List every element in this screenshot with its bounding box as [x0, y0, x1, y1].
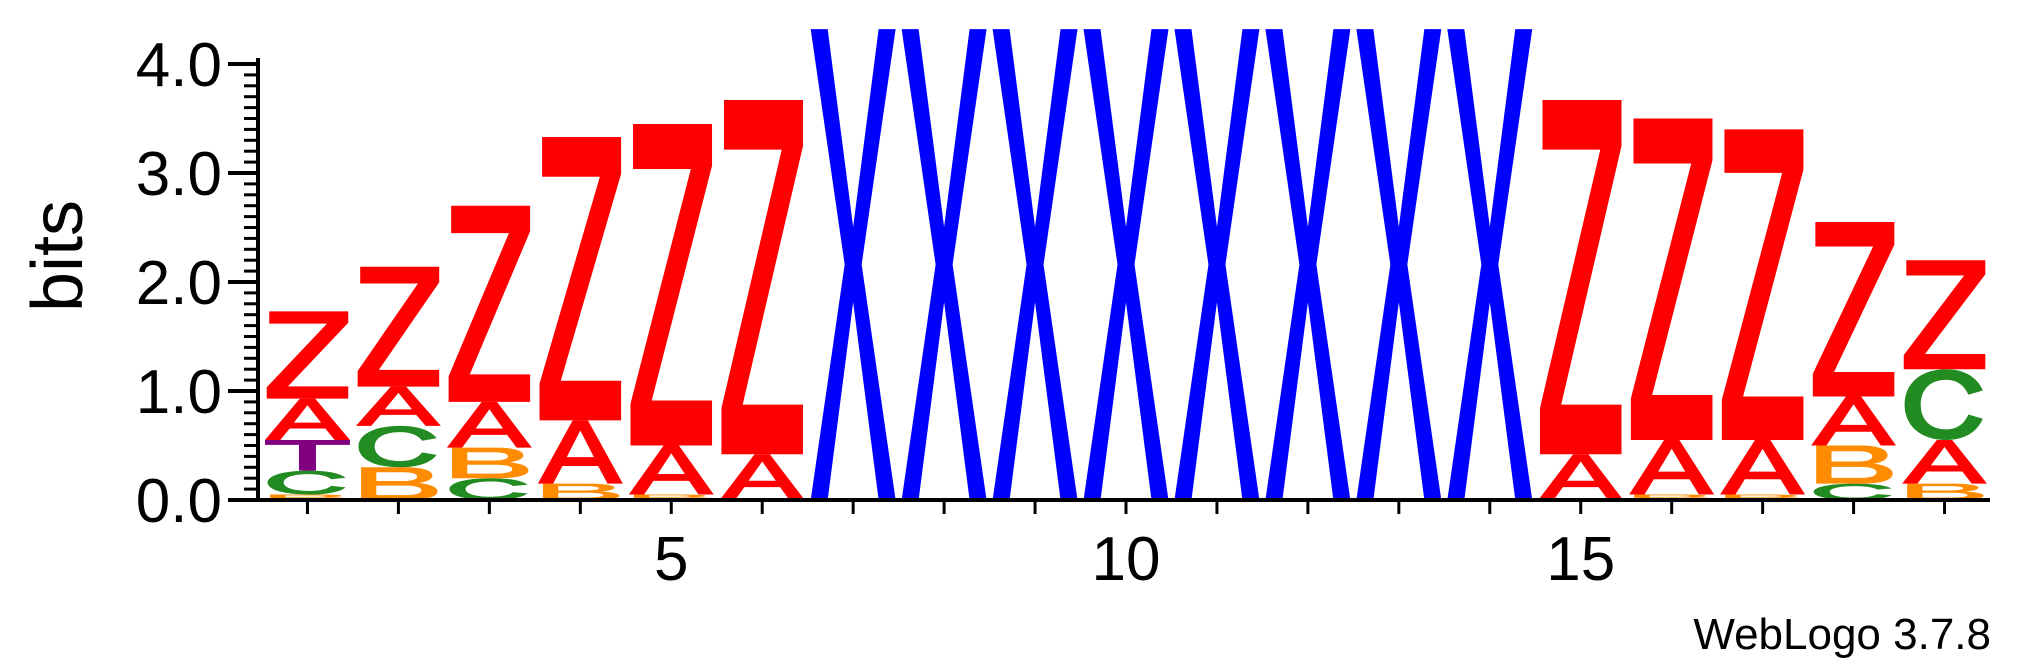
logo-column-19 [1902, 260, 1987, 500]
logo-column-6 [719, 99, 805, 500]
letter-C-pos-18 [1813, 483, 1892, 500]
letter-Z-pos-17 [1721, 129, 1804, 441]
y-tick-label: 1.0 [136, 358, 222, 427]
logo-column-18 [1811, 222, 1897, 500]
y-tick-label: 3.0 [136, 140, 222, 209]
logo-column-9 [992, 29, 1078, 501]
letter-A-pos-2 [355, 386, 441, 426]
y-tick-label: 0.0 [136, 467, 222, 536]
x-ticks: 5 10 15 [305, 500, 1947, 594]
letter-T-pos-1 [265, 440, 350, 471]
letter-C-pos-19 [1904, 369, 1983, 441]
letter-A-pos-19 [1902, 440, 1987, 484]
letter-C-pos-2 [358, 425, 437, 468]
letter-B-pos-19 [1907, 483, 1984, 500]
logo-column-7 [810, 29, 896, 501]
letter-A-pos-6 [719, 454, 805, 500]
letter-Z-pos-19 [1903, 260, 1986, 370]
letter-X-pos-12 [1265, 29, 1351, 501]
letter-X-pos-9 [992, 29, 1078, 501]
letter-X-pos-7 [810, 29, 896, 501]
letter-B-pos-1 [270, 494, 347, 500]
letter-B-pos-3 [451, 447, 529, 479]
letter-Z-pos-3 [448, 205, 531, 402]
logo-column-15 [1538, 99, 1624, 500]
letter-X-pos-14 [1447, 29, 1533, 501]
letter-Z-pos-16 [1630, 118, 1713, 441]
letter-X-pos-13 [1356, 29, 1442, 501]
logo-column-10 [1083, 29, 1169, 501]
logo-column-13 [1356, 29, 1442, 501]
letter-B-pos-2 [361, 467, 438, 500]
letter-C-pos-3 [449, 478, 528, 500]
letter-X-pos-8 [901, 29, 987, 501]
letter-A-pos-5 [628, 445, 714, 495]
letter-B-pos-16 [1634, 494, 1711, 500]
letter-Z-pos-15 [1539, 99, 1622, 455]
letter-A-pos-15 [1538, 454, 1624, 500]
chart-axes: 0.0 1.0 2.0 3.0 4.0 5 10 15 [136, 31, 1990, 594]
letter-Z-pos-5 [630, 123, 713, 446]
logo-column-5 [628, 123, 714, 500]
logo-column-16 [1629, 118, 1715, 500]
letter-Z-pos-1 [266, 311, 349, 399]
letter-A-pos-1 [265, 398, 350, 441]
logo-column-4 [537, 137, 623, 500]
y-major-ticks: 0.0 1.0 2.0 3.0 4.0 [136, 31, 222, 536]
logo-column-3 [446, 205, 532, 500]
letter-A-pos-16 [1629, 440, 1715, 495]
letter-Z-pos-18 [1812, 222, 1895, 397]
letter-Z-pos-2 [357, 266, 440, 387]
letter-X-pos-11 [1174, 29, 1260, 501]
letter-A-pos-3 [446, 401, 532, 448]
letter-Z-pos-4 [539, 137, 622, 421]
y-minor-ticks [228, 62, 258, 502]
logo-column-1 [265, 311, 350, 500]
y-axis-label: bits [18, 200, 98, 312]
logo-column-2 [355, 266, 441, 500]
logo-column-12 [1265, 29, 1351, 501]
y-tick-label: 2.0 [136, 249, 222, 318]
x-tick-label: 5 [654, 525, 688, 594]
letter-B-pos-4 [542, 483, 620, 500]
letter-Z-pos-6 [721, 99, 803, 455]
y-tick-label: 4.0 [136, 31, 222, 100]
weblogo-credit: WebLogo 3.7.8 [1693, 610, 1991, 659]
letter-B-pos-18 [1816, 445, 1893, 484]
letter-A-pos-4 [537, 420, 623, 484]
logo-stacks [265, 29, 1987, 501]
x-tick-label: 15 [1546, 525, 1615, 594]
letter-B-pos-5 [633, 494, 711, 500]
x-tick-label: 10 [1092, 525, 1161, 594]
logo-column-11 [1174, 29, 1260, 501]
logo-column-14 [1447, 29, 1533, 501]
letter-A-pos-18 [1811, 396, 1897, 446]
letter-X-pos-10 [1083, 29, 1169, 501]
logo-column-17 [1720, 129, 1806, 500]
letter-A-pos-17 [1720, 440, 1806, 495]
logo-column-8 [901, 29, 987, 501]
letter-C-pos-1 [267, 470, 346, 495]
letter-B-pos-17 [1725, 494, 1802, 500]
